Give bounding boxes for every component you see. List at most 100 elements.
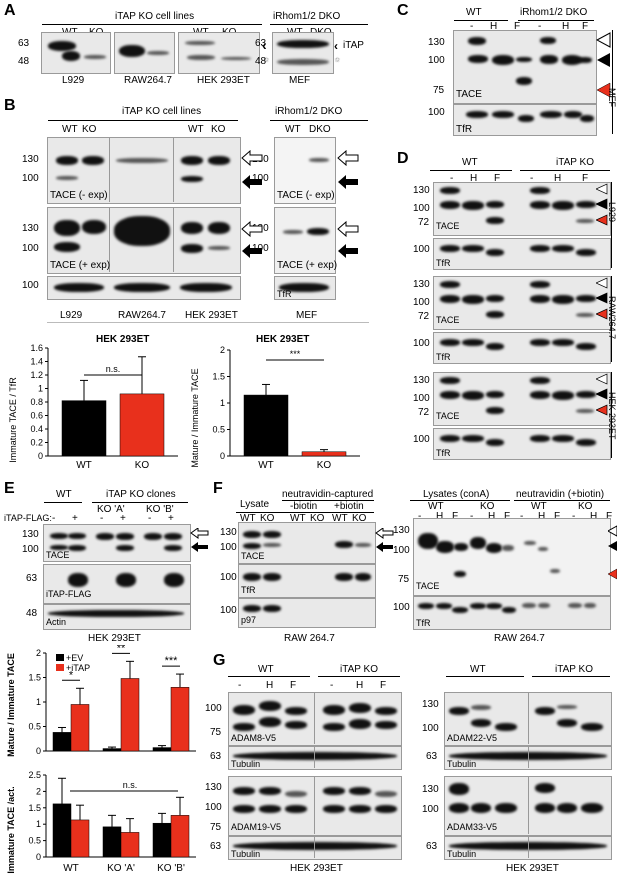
ytick-label-1: 0.5 <box>28 836 41 846</box>
e-pm-3: + <box>120 513 126 524</box>
b-mw-130-a: 130 <box>22 154 39 165</box>
g-lane-5: F <box>380 680 387 691</box>
bar-ko <box>301 451 347 457</box>
e2-xlabel-1: KO 'A' <box>107 863 135 874</box>
e2-xlabel-0: WT <box>63 863 79 874</box>
g-rt-mw-100: 100 <box>422 723 439 734</box>
ytick-label-3: 1.5 <box>212 372 225 382</box>
b-mef-tace-plus: TACE (+ exp) <box>277 260 338 271</box>
xlabel-wt: WT <box>76 460 92 471</box>
e-chart1-ylabel: Mature / Immature TACE <box>6 653 16 757</box>
b-cell-hek: HEK 293ET <box>185 310 238 321</box>
f-r-mw-130: 130 <box>393 525 410 536</box>
bar-wt <box>61 400 107 457</box>
c-lane-3: - <box>538 21 542 32</box>
bar-1-2 <box>170 815 190 858</box>
d-lane-1: H <box>470 173 478 184</box>
e-legend-ev-swatch <box>56 654 64 661</box>
f-mw-100: 100 <box>220 542 237 553</box>
f-right-lane-8: F <box>554 511 561 522</box>
d-tfr-label-1: TfR <box>436 352 451 362</box>
ytick-label-2: 0.4 <box>30 424 43 434</box>
c-tace-label: TACE <box>456 89 482 100</box>
d-tace-label-2: TACE <box>436 411 460 421</box>
e-charts: Mature / Immature TACE Immature TACE /ac… <box>6 645 196 874</box>
f-captured: neutravidin-captured <box>282 489 374 500</box>
d-blot-tfr-0 <box>433 238 611 270</box>
xlabel-ko: KO <box>135 460 150 471</box>
g-lane-2: F <box>290 680 297 691</box>
d-header-wt: WT <box>462 157 478 168</box>
b-arrows-hek <box>241 150 263 258</box>
a-mw-48: 48 <box>18 56 30 67</box>
panel-label-d: D <box>397 150 409 167</box>
panel-label-e: E <box>4 480 15 497</box>
ytick-label-5: 2.5 <box>28 770 41 780</box>
g-lb-mw-100: 100 <box>205 802 222 813</box>
f-cell-right: RAW 264.7 <box>494 633 545 644</box>
b-tace-minus-label: TACE (- exp) <box>50 190 108 201</box>
b-chart2-ylabel: Mature / Immature TACE <box>190 368 200 467</box>
b-chart1-title: HEK 293ET <box>96 334 149 345</box>
a-star-hek: * <box>264 55 269 69</box>
f-right-arrows <box>608 525 617 580</box>
f-right-lane-3: - <box>470 511 474 522</box>
b-mef-mw-100: 100 <box>252 173 269 184</box>
e-legend-ev: +EV <box>66 653 83 663</box>
ytick-label-5: 1 <box>38 384 43 394</box>
e-mw-100: 100 <box>22 544 39 555</box>
g-lane-0: - <box>238 680 242 691</box>
f-left-lane-0: WT <box>240 513 256 524</box>
e-row-label: iTAP-FLAG: <box>4 513 52 523</box>
g-adam22-label: ADAM22-V5 <box>447 733 498 743</box>
g-r-header-ko: iTAP KO <box>555 664 593 675</box>
f-right-lane-1: H <box>436 511 444 522</box>
e-mw-48: 48 <box>26 608 38 619</box>
f-tace-label: TACE <box>241 551 265 561</box>
b-mw-100-b: 100 <box>22 243 39 254</box>
g-blot-tubulin-2 <box>228 836 402 860</box>
g-blot-tubulin-1 <box>228 746 402 770</box>
d-blot-tace-2 <box>433 372 611 426</box>
g-r-header-wt: WT <box>470 664 486 675</box>
e-actin-label: Actin <box>46 617 67 627</box>
e-mw-130: 130 <box>22 529 39 540</box>
b-mef-tfr-label: TfR <box>277 289 292 299</box>
d-side-0: L929 <box>607 202 617 223</box>
ytick-label-2: 1 <box>36 697 41 707</box>
g-lb-mw-63: 63 <box>210 841 222 852</box>
d-tfr-label-0: TfR <box>436 258 451 268</box>
b-chart2-title: HEK 293ET <box>256 334 309 345</box>
f-right-lane-10: H <box>590 511 598 522</box>
e2-xlabel-2: KO 'B' <box>157 863 185 874</box>
f-left-lane-3: KO <box>310 513 325 524</box>
g-lane-1: H <box>266 680 274 691</box>
d-lane-3: - <box>530 173 534 184</box>
c-mw-100-tfr: 100 <box>428 107 445 118</box>
b-blot-tfr <box>47 276 241 300</box>
e-arrows <box>190 528 209 552</box>
f-right-lane-0: - <box>418 511 422 522</box>
ytick-label-8: 1.6 <box>30 343 43 353</box>
e-blot-tace <box>43 524 191 562</box>
d-lane-5: F <box>582 173 589 184</box>
g-rb-mw-130: 130 <box>422 784 439 795</box>
f-lysates: Lysates (conA) <box>423 489 490 500</box>
a-mef-mw-63: 63 <box>255 38 267 49</box>
f-mw-130: 130 <box>220 527 237 538</box>
panel-label-a: A <box>4 2 16 19</box>
d-mw-0-1: 100 <box>413 203 430 214</box>
a-star-mef: * <box>335 55 340 69</box>
sig-label-1: ** <box>117 645 126 654</box>
b-lane-wt-mef: WT <box>285 124 301 135</box>
d-mw-tfr-0: 100 <box>413 244 430 255</box>
f-cell-left: RAW 264.7 <box>284 633 335 644</box>
b-blot-tace-plus <box>47 207 241 274</box>
e-legend-itap: +iTAP <box>66 663 90 673</box>
e-legend-itap-swatch <box>56 664 64 671</box>
c-arrows <box>596 32 611 98</box>
d-mw-1-1: 100 <box>413 297 430 308</box>
b-lane-wt-hek: WT <box>188 124 204 135</box>
panel-label-c: C <box>397 2 409 19</box>
b-cell-mef: MEF <box>296 310 318 321</box>
